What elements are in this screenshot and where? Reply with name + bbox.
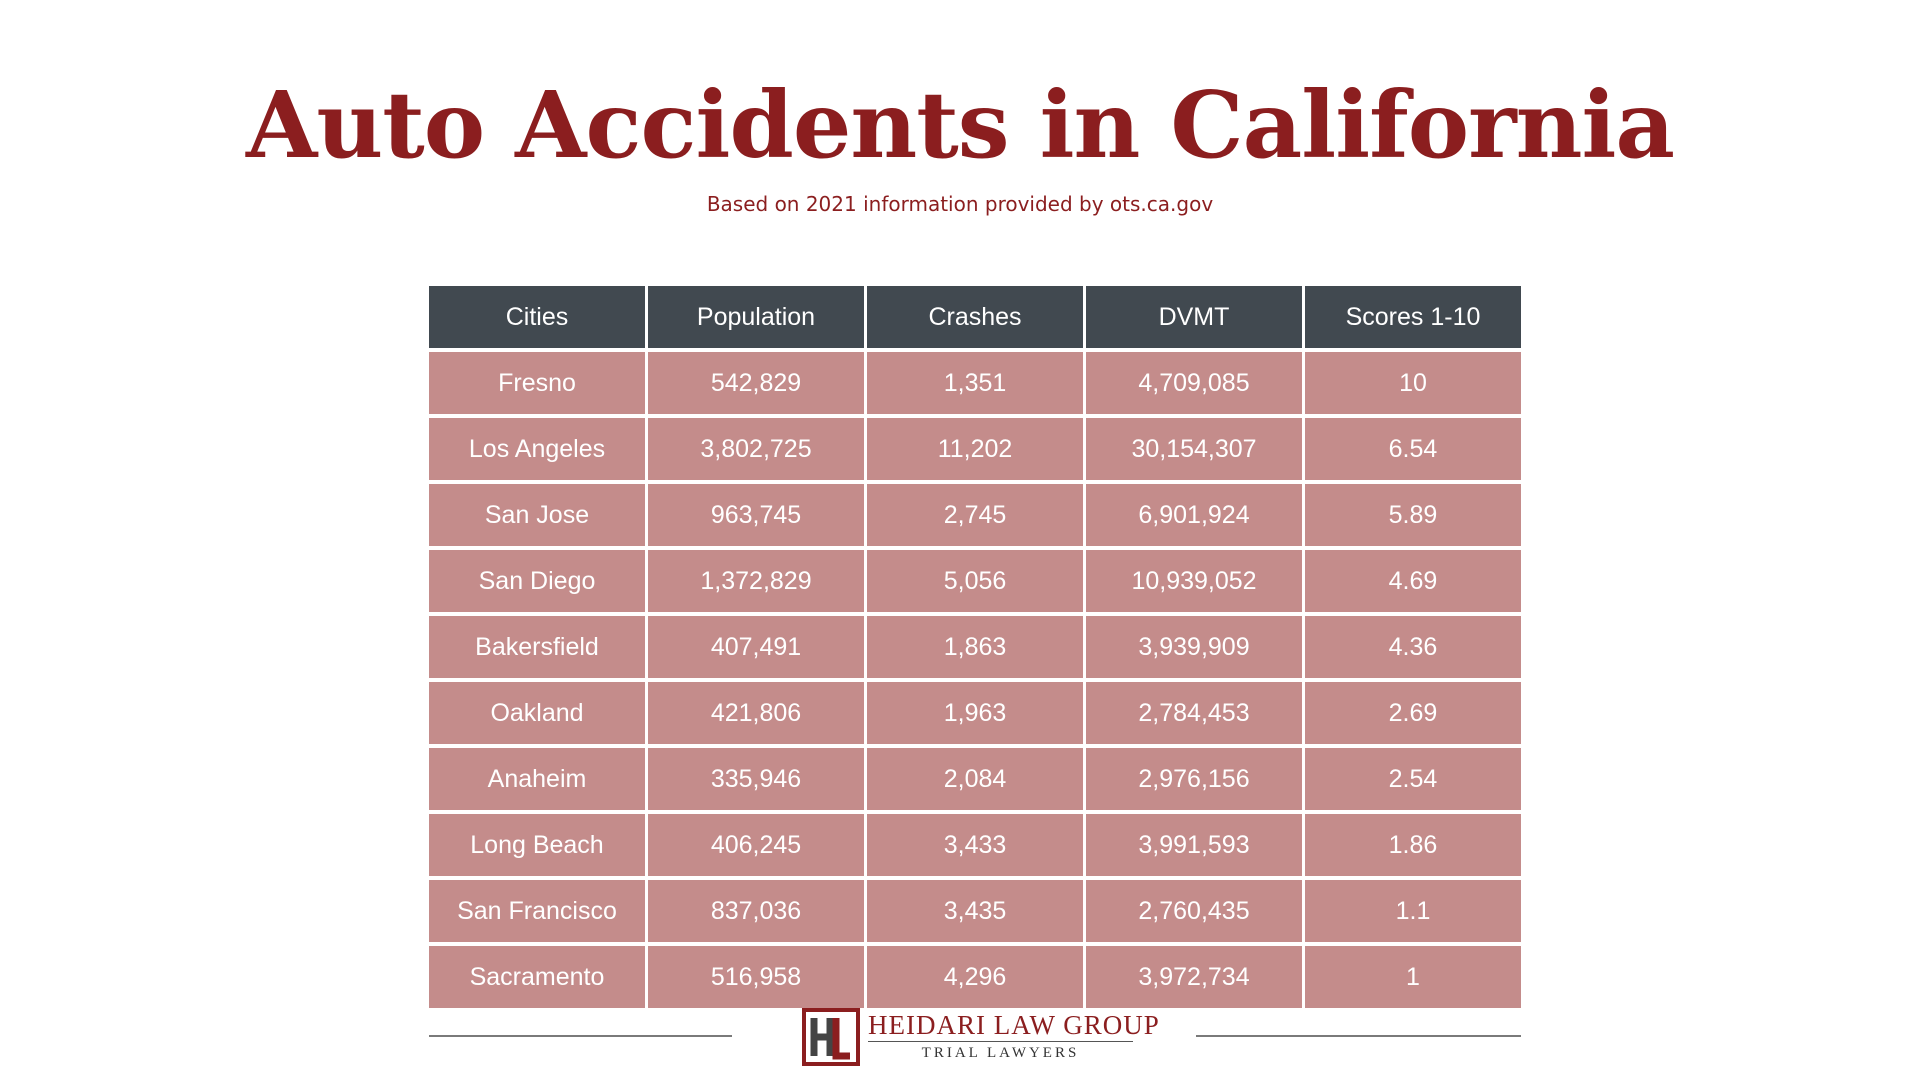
table-cell: Oakland — [429, 682, 645, 744]
table-cell: 5,056 — [867, 550, 1083, 612]
table-cell: Anaheim — [429, 748, 645, 810]
table-cell: 4.36 — [1305, 616, 1521, 678]
table-cell: 1,351 — [867, 352, 1083, 414]
table-row: Sacramento 516,958 4,296 3,972,734 1 — [429, 946, 1521, 1008]
table-cell: 3,435 — [867, 880, 1083, 942]
table-cell: 4.69 — [1305, 550, 1521, 612]
table-cell: 1.86 — [1305, 814, 1521, 876]
table-row: Los Angeles 3,802,725 11,202 30,154,307 6.54 — [429, 418, 1521, 480]
table-cell: 421,806 — [648, 682, 864, 744]
table-cell: 4,296 — [867, 946, 1083, 1008]
table-cell: 1 — [1305, 946, 1521, 1008]
table-cell: 10,939,052 — [1086, 550, 1302, 612]
table-cell: 6,901,924 — [1086, 484, 1302, 546]
table-row: San Francisco 837,036 3,435 2,760,435 1.1 — [429, 880, 1521, 942]
table-cell: Sacramento — [429, 946, 645, 1008]
table-cell: 3,939,909 — [1086, 616, 1302, 678]
table-row: Oakland 421,806 1,963 2,784,453 2.69 — [429, 682, 1521, 744]
table-cell: 4,709,085 — [1086, 352, 1302, 414]
table-cell: Long Beach — [429, 814, 645, 876]
brand-name: HEIDARI LAW GROUP — [868, 1010, 1160, 1040]
table-cell: 542,829 — [648, 352, 864, 414]
table-cell: 2,760,435 — [1086, 880, 1302, 942]
brand-tagline: TRIAL LAWYERS — [921, 1045, 1080, 1061]
table-header-row: Cities Population Crashes DVMT Scores 1-10 — [429, 286, 1521, 348]
table-cell: 837,036 — [648, 880, 864, 942]
table-cell: 516,958 — [648, 946, 864, 1008]
table-row: Fresno 542,829 1,351 4,709,085 10 — [429, 352, 1521, 414]
table-cell: Los Angeles — [429, 418, 645, 480]
data-table: Cities Population Crashes DVMT Scores 1-10 F… — [429, 286, 1521, 1012]
table-cell: 1,863 — [867, 616, 1083, 678]
column-header: Population — [648, 286, 864, 348]
table-cell: 3,433 — [867, 814, 1083, 876]
page-title: Auto Accidents in California — [245, 71, 1675, 179]
brand-block: HEIDARI LAW GROUP TRIAL LAWYERS — [868, 1010, 1160, 1062]
table-cell: 2,745 — [867, 484, 1083, 546]
column-header: Cities — [429, 286, 645, 348]
table-row: Bakersfield 407,491 1,863 3,939,909 4.36 — [429, 616, 1521, 678]
table-cell: San Francisco — [429, 880, 645, 942]
page-subtitle: Based on 2021 information provided by ot… — [706, 192, 1214, 216]
table-cell: 3,972,734 — [1086, 946, 1302, 1008]
table-cell: 6.54 — [1305, 418, 1521, 480]
table-cell: 2.54 — [1305, 748, 1521, 810]
footer-divider-left — [429, 1035, 732, 1037]
hlg-monogram-logo-icon — [802, 1008, 860, 1066]
table-cell: 407,491 — [648, 616, 864, 678]
table-row: San Jose 963,745 2,745 6,901,924 5.89 — [429, 484, 1521, 546]
column-header: DVMT — [1086, 286, 1302, 348]
table-row: Anaheim 335,946 2,084 2,976,156 2.54 — [429, 748, 1521, 810]
footer-divider-right — [1196, 1035, 1521, 1037]
table-cell: 3,802,725 — [648, 418, 864, 480]
table-cell: 1,372,829 — [648, 550, 864, 612]
column-header: Crashes — [867, 286, 1083, 348]
table-cell: San Diego — [429, 550, 645, 612]
table-cell: 2.69 — [1305, 682, 1521, 744]
table-cell: Fresno — [429, 352, 645, 414]
table-cell: 30,154,307 — [1086, 418, 1302, 480]
table-cell: 1,963 — [867, 682, 1083, 744]
table-row: San Diego 1,372,829 5,056 10,939,052 4.69 — [429, 550, 1521, 612]
table-body: Fresno 542,829 1,351 4,709,085 10 Los Angeles… — [429, 352, 1521, 1008]
table-cell: 3,991,593 — [1086, 814, 1302, 876]
table-cell: 11,202 — [867, 418, 1083, 480]
table-cell: San Jose — [429, 484, 645, 546]
table-cell: 2,976,156 — [1086, 748, 1302, 810]
table-cell: 406,245 — [648, 814, 864, 876]
column-header: Scores 1-10 — [1305, 286, 1521, 348]
table-cell: 1.1 — [1305, 880, 1521, 942]
table-cell: 10 — [1305, 352, 1521, 414]
table-row: Long Beach 406,245 3,433 3,991,593 1.86 — [429, 814, 1521, 876]
table-cell: 963,745 — [648, 484, 864, 546]
table-cell: 2,784,453 — [1086, 682, 1302, 744]
table-cell: 2,084 — [867, 748, 1083, 810]
table-cell: Bakersfield — [429, 616, 645, 678]
table-cell: 335,946 — [648, 748, 864, 810]
table-cell: 5.89 — [1305, 484, 1521, 546]
brand-underline — [868, 1041, 1133, 1042]
